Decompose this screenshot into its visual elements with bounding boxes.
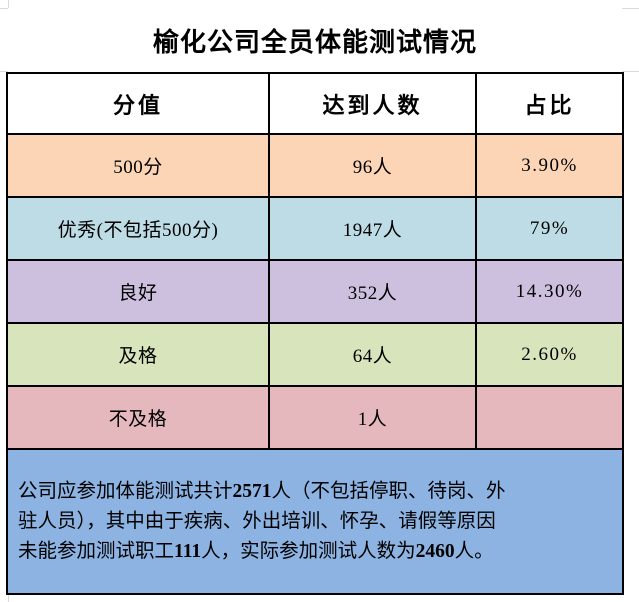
- table-row: 良好 352人 14.30%: [6, 259, 624, 324]
- cell-percent: 79%: [475, 196, 624, 261]
- footnote-line-2: 驻人员），其中由于疾病、外出培训、怀孕、请假等原因: [18, 510, 496, 532]
- footnote-absent-count: 111: [174, 540, 202, 562]
- column-header-count: 达到人数: [268, 72, 477, 135]
- cell-percent: 2.60%: [475, 322, 624, 387]
- cell-score: 500分: [6, 133, 270, 198]
- cell-count: 96人: [268, 133, 477, 198]
- cell-score: 不及格: [6, 385, 270, 450]
- footnote-line-1-part-c: 人（不包括停职、待岗、外: [271, 480, 506, 502]
- table-row: 500分 96人 3.90%: [6, 133, 624, 198]
- footnote-line-3-part-a: 未能参加测试职工: [18, 540, 175, 562]
- cell-score: 及格: [6, 322, 270, 387]
- footnote-text: 公司应参加体能测试共计2571人（不包括停职、待岗、外 驻人员），其中由于疾病、…: [18, 477, 612, 567]
- cell-count: 64人: [268, 322, 477, 387]
- table-header-row: 分值 达到人数 占比: [6, 72, 624, 135]
- footnote-line-3-part-c: 人，实际参加测试人数为: [201, 540, 416, 562]
- cell-count: 352人: [268, 259, 477, 324]
- cell-count: 1人: [268, 385, 477, 450]
- cell-score: 优秀(不包括500分): [6, 196, 270, 261]
- cell-percent: 3.90%: [475, 133, 624, 198]
- page-title: 榆化公司全员体能测试情况: [8, 8, 622, 72]
- page-title-text: 榆化公司全员体能测试情况: [152, 27, 477, 57]
- footnote-line-1-part-a: 公司应参加体能测试共计: [18, 480, 233, 502]
- footnote-line-3: 未能参加测试职工111人，实际参加测试人数为2460人。: [18, 537, 612, 567]
- fitness-results-table: 分值 达到人数 占比 500分 96人 3.90% 优秀(不包括500分) 19…: [6, 72, 624, 595]
- cell-count: 1947人: [268, 196, 477, 261]
- column-header-percent: 占比: [475, 72, 624, 135]
- footnote-total-required: 2571: [232, 480, 272, 502]
- footnote-cell: 公司应参加体能测试共计2571人（不包括停职、待岗、外 驻人员），其中由于疾病、…: [6, 448, 624, 595]
- footnote-line-1: 公司应参加体能测试共计2571人（不包括停职、待岗、外: [18, 477, 612, 507]
- footnote-line-3-part-e: 人。: [454, 540, 494, 562]
- column-header-score: 分值: [6, 72, 270, 135]
- table-row: 及格 64人 2.60%: [6, 322, 624, 387]
- footnote-actual-count: 2460: [415, 540, 455, 562]
- cell-percent: 14.30%: [475, 259, 624, 324]
- table-footnote-row: 公司应参加体能测试共计2571人（不包括停职、待岗、外 驻人员），其中由于疾病、…: [6, 448, 624, 595]
- table-row: 优秀(不包括500分) 1947人 79%: [6, 196, 624, 261]
- cell-score: 良好: [6, 259, 270, 324]
- table-row: 不及格 1人: [6, 385, 624, 450]
- cell-percent: [475, 385, 624, 450]
